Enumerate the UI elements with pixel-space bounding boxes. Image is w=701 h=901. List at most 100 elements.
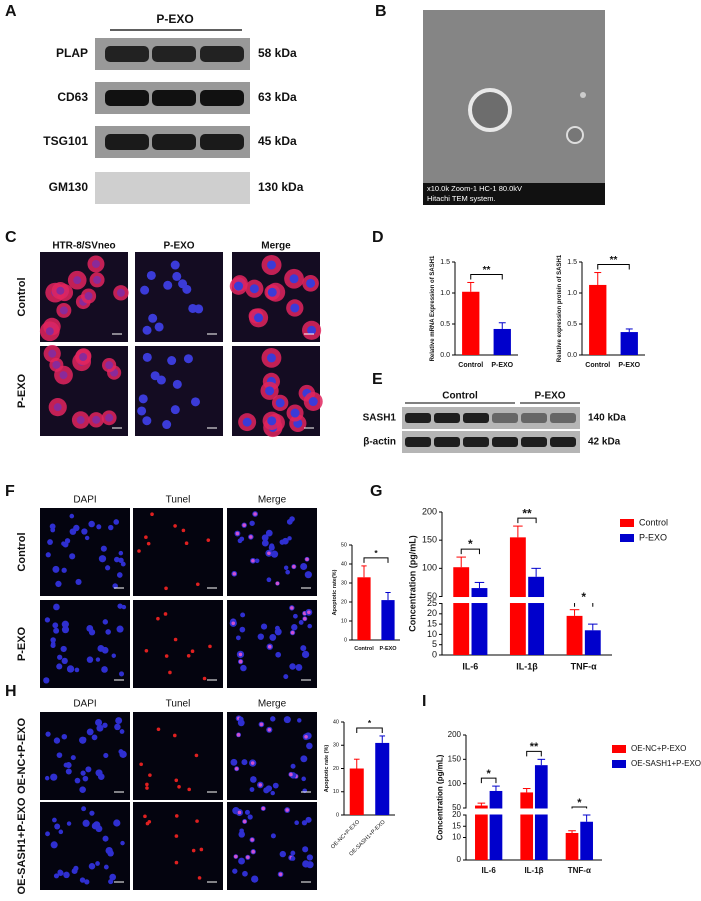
x-tick-label: IL-6 [462,661,478,671]
nucleus [291,624,298,631]
nucleus [290,856,296,861]
nucleus [283,565,289,570]
nucleus [70,755,76,761]
tunel-dot [164,586,168,591]
tunel-dot [289,772,293,777]
nucleus [305,816,312,823]
tunel-dot [196,582,200,587]
row-label: OE-NC+P-EXO [16,718,28,795]
nucleus [61,733,68,740]
nucleus [108,879,114,885]
nucleus [45,831,50,837]
nucleus [88,862,96,870]
nucleus [290,303,300,313]
bar [471,588,488,655]
nucleus [116,288,125,297]
y-tick-label: 200 [448,730,462,739]
nucleus [79,877,86,883]
nucleus [112,583,118,589]
nucleus [95,657,101,662]
nucleus [234,281,244,291]
y-tick-label: 1.0 [567,290,577,297]
y-axis-label: Relative expression protein of SASH1 [557,254,563,362]
nucleus [249,787,255,792]
nucleus [287,536,292,541]
nucleus [270,790,275,796]
significance-label: ** [522,506,532,520]
nucleus [61,657,68,665]
nucleus [53,603,60,611]
nucleus [300,645,307,652]
row-label: OE-SASH1+P-EXO [16,797,28,894]
nucleus [242,870,248,877]
bar [381,600,395,640]
nucleus [43,677,50,684]
nucleus [63,871,70,879]
significance-bracket [363,557,389,563]
blot-band [434,437,460,447]
y-tick-label: 15 [452,821,461,830]
nucleus [81,528,88,535]
tunel-dot [278,872,283,877]
nucleus [48,349,57,358]
panel-label: D [372,229,384,246]
tunel-dot [143,814,147,819]
nucleus [56,752,63,758]
nucleus [100,545,107,552]
nucleus [260,623,268,630]
nucleus [261,539,269,547]
column-header: Tunel [166,699,191,710]
nucleus [56,663,63,670]
nucleus [80,770,86,776]
tem-caption: Hitachi TEM system. [427,194,496,203]
tunel-dot [174,834,179,838]
nucleus [150,371,160,381]
x-tick-label: IL-1β [524,866,543,875]
y-tick-label: 0 [336,812,339,818]
nucleus [261,534,269,542]
significance-label: * [468,537,473,551]
tunel-dot [236,733,241,737]
nucleus [105,361,114,370]
y-tick-label: 10 [333,789,339,795]
significance-bracket [526,750,542,757]
nucleus [300,755,308,763]
nucleus [105,565,111,571]
panel-label: A [5,3,17,20]
bar [580,821,593,860]
nucleus [240,612,246,618]
tunel-dot [174,860,179,865]
blot-row-label: TSG101 [43,134,88,148]
column-header: HTR-8/SVneo [52,241,115,252]
nucleus [73,276,82,285]
tunel-dot [242,819,247,824]
significance-label: * [577,797,582,809]
vesicle [566,126,584,144]
nucleus [238,831,246,838]
nucleus [306,861,314,869]
nucleus [307,325,317,335]
tunel-dot [307,610,311,615]
blot-strip [95,172,250,204]
nucleus [266,577,272,583]
blot-band [550,413,576,423]
bar [493,328,511,355]
tunel-dot [234,766,239,771]
y-tick-label: 15 [427,618,437,628]
nucleus [306,742,313,750]
nucleus [105,629,111,635]
y-tick-label: 0.0 [440,352,450,359]
nucleus [59,371,68,380]
nucleus [289,663,296,670]
nucleus [114,556,120,563]
nucleus [61,620,69,628]
nucleus [53,627,60,634]
nucleus [188,303,198,313]
tunel-dot [290,630,295,635]
column-header: DAPI [73,699,96,710]
x-tick-label: P-EXO [379,646,397,652]
y-tick-label: 20 [341,599,347,605]
nucleus [240,664,247,672]
blot-band [550,437,576,447]
nucleus [250,776,257,783]
